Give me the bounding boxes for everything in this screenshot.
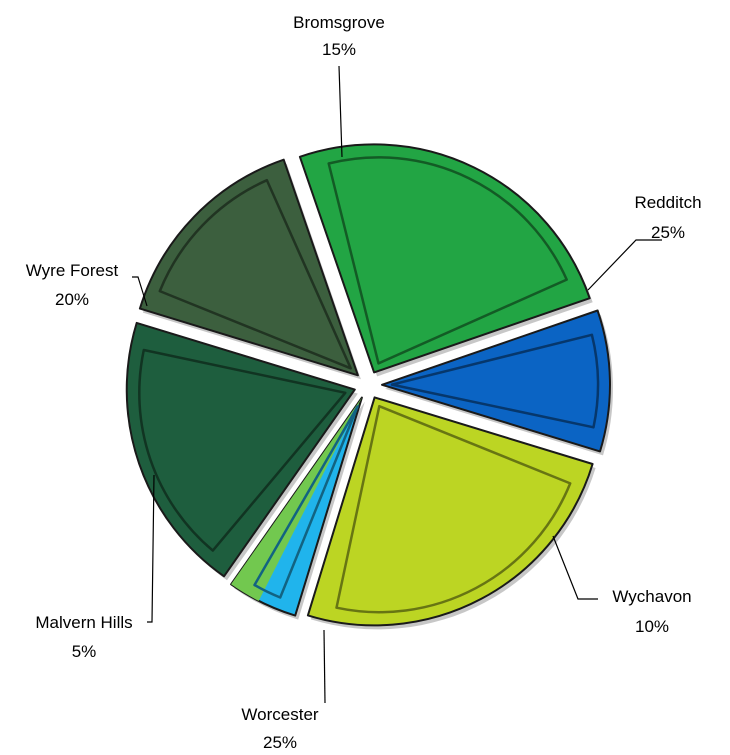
label-value-wyre-forest: 20%	[55, 290, 89, 309]
slice-fill-bromsgrove	[138, 158, 359, 377]
pie-slices	[125, 143, 613, 630]
slice-wyre-forest	[125, 321, 358, 581]
label-name-worcester: Worcester	[241, 705, 318, 724]
label-name-wychavon: Wychavon	[612, 587, 691, 606]
slice-band-malvern-hills	[231, 397, 362, 601]
leader-line-malvern-hills	[147, 474, 155, 623]
leader-line-wyre-forest	[132, 276, 148, 307]
label-value-bromsgrove: 15%	[322, 40, 356, 59]
slice-malvern-hills	[230, 396, 365, 620]
label-name-redditch: Redditch	[634, 193, 701, 212]
slice-fill-wyre-forest	[125, 321, 356, 578]
label-name-malvern-hills: Malvern Hills	[35, 613, 132, 632]
data-labels: Bromsgrove 15% Redditch 25% Wychavon 10%…	[26, 13, 702, 752]
label-value-redditch: 25%	[651, 223, 685, 242]
leader-line-bromsgrove	[338, 65, 343, 158]
label-name-wyre-forest: Wyre Forest	[26, 261, 119, 280]
slice-bevel-malvern-hills	[253, 405, 359, 599]
slice-bevel-bromsgrove	[158, 178, 352, 370]
leader-line-redditch	[587, 239, 662, 291]
slice-wychavon	[381, 309, 613, 456]
slice-bevel-wyre-forest	[138, 348, 347, 552]
leader-line-worcester	[323, 629, 326, 704]
slice-worcester	[306, 396, 596, 630]
leader-lines	[132, 65, 662, 704]
slice-bevel-wychavon	[390, 333, 600, 429]
label-value-worcester: 25%	[263, 733, 297, 752]
label-name-bromsgrove: Bromsgrove	[293, 13, 385, 32]
slice-bromsgrove	[138, 158, 361, 380]
leader-line-wychavon	[552, 535, 598, 600]
label-value-wychavon: 10%	[635, 617, 669, 636]
label-value-malvern-hills: 5%	[72, 642, 97, 661]
slice-bevel-worcester	[335, 404, 572, 614]
slice-fill-worcester	[306, 396, 594, 627]
slice-redditch	[298, 143, 593, 377]
slice-bevel-redditch	[327, 156, 568, 365]
